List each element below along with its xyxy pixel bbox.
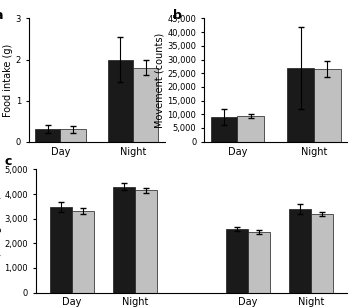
Bar — [248, 232, 270, 293]
Text: b: b — [173, 9, 182, 22]
Bar — [135, 190, 157, 293]
Bar — [226, 229, 248, 293]
Bar — [133, 68, 159, 142]
Bar — [237, 116, 264, 142]
Bar — [50, 207, 72, 293]
Bar — [72, 211, 94, 293]
Bar — [211, 117, 237, 142]
Bar — [35, 129, 60, 142]
Text: a: a — [0, 9, 3, 22]
Y-axis label: V̇ (ml kg⁻¹ h⁻¹): V̇ (ml kg⁻¹ h⁻¹) — [0, 195, 2, 267]
Bar — [60, 129, 86, 142]
Y-axis label: Movement (counts): Movement (counts) — [155, 32, 165, 128]
Bar — [289, 209, 311, 293]
Text: c: c — [5, 155, 12, 168]
Y-axis label: Food intake (g): Food intake (g) — [3, 43, 13, 117]
Bar — [311, 214, 333, 293]
Bar — [107, 59, 133, 142]
Bar — [287, 68, 314, 142]
Bar — [113, 187, 135, 293]
Bar — [314, 69, 341, 142]
